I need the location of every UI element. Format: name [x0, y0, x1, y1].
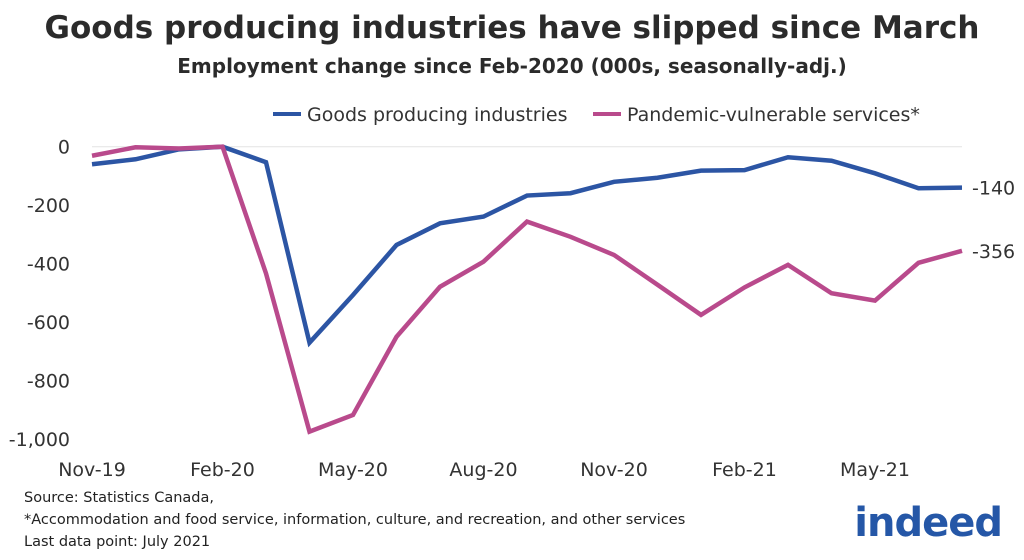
y-tick-label: -600	[27, 312, 70, 334]
indeed-logo: indeed	[854, 500, 1003, 546]
x-tick-label: Aug-20	[449, 459, 517, 481]
y-tick-label: -800	[27, 371, 70, 393]
y-tick-label: -400	[27, 254, 70, 276]
y-tick-label: -200	[27, 195, 70, 217]
end-value-label: -356	[972, 241, 1015, 263]
source-note: Source: Statistics Canada,	[24, 490, 214, 506]
y-tick-label: 0	[58, 137, 70, 159]
last-data-point-note: Last data point: July 2021	[24, 534, 211, 550]
x-tick-label: Feb-20	[190, 459, 255, 481]
x-tick-label: May-21	[840, 459, 910, 481]
legend-label: Pandemic-vulnerable services*	[627, 104, 920, 126]
x-tick-label: Nov-20	[580, 459, 648, 481]
chart-title: Goods producing industries have slipped …	[44, 10, 980, 46]
y-tick-label: -1,000	[9, 429, 70, 451]
chart-subtitle: Employment change since Feb-2020 (000s, …	[177, 54, 847, 78]
end-value-label: -140	[972, 178, 1015, 200]
series-line-1	[91, 144, 963, 435]
x-tick-label: Feb-21	[712, 459, 777, 481]
footnote: *Accommodation and food service, informa…	[24, 512, 686, 528]
series-line-0	[91, 144, 963, 348]
legend-label: Goods producing industries	[307, 104, 567, 126]
x-tick-label: Nov-19	[58, 459, 126, 481]
x-tick-label: May-20	[318, 459, 388, 481]
